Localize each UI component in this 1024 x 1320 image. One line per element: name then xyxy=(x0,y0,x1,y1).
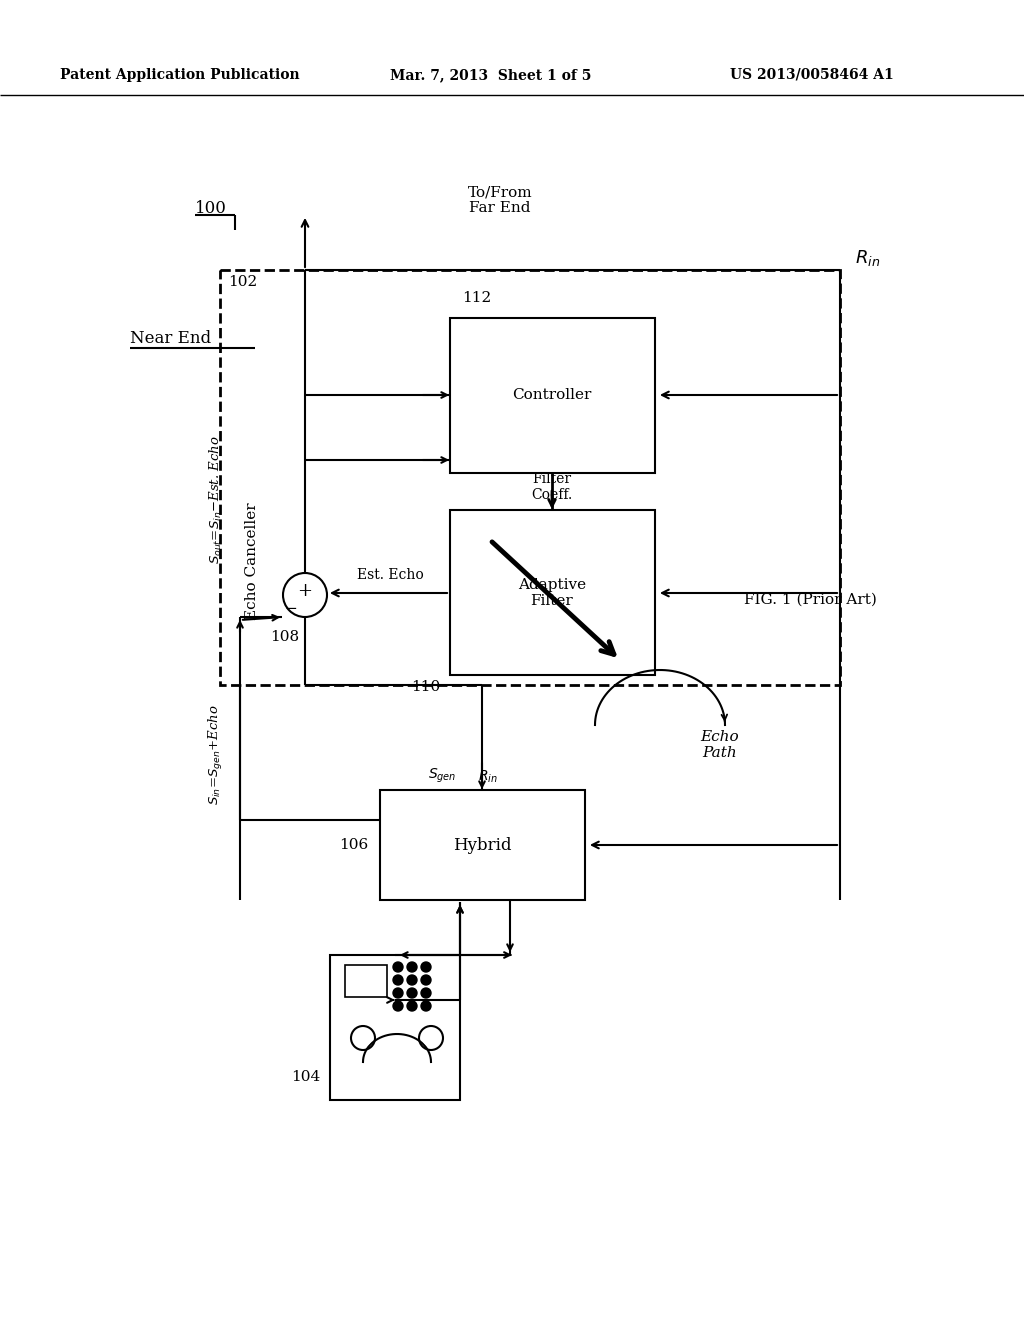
Text: 102: 102 xyxy=(228,275,257,289)
Bar xyxy=(220,271,840,685)
Bar xyxy=(450,510,655,675)
Text: 112: 112 xyxy=(462,290,492,305)
Text: −: − xyxy=(285,602,297,616)
Text: $R_{in}$: $R_{in}$ xyxy=(855,248,881,268)
Bar xyxy=(345,965,387,997)
Circle shape xyxy=(393,1001,403,1011)
Text: Est. Echo: Est. Echo xyxy=(356,568,423,582)
Text: $S_{gen}$: $S_{gen}$ xyxy=(428,767,457,785)
Circle shape xyxy=(407,1001,417,1011)
Text: Filter
Coeff.: Filter Coeff. xyxy=(531,471,572,502)
Circle shape xyxy=(421,962,431,972)
Text: US 2013/0058464 A1: US 2013/0058464 A1 xyxy=(730,69,894,82)
Text: FIG. 1 (Prior Art): FIG. 1 (Prior Art) xyxy=(743,593,877,607)
Text: Patent Application Publication: Patent Application Publication xyxy=(60,69,300,82)
Bar xyxy=(330,954,460,1100)
Circle shape xyxy=(407,962,417,972)
Circle shape xyxy=(423,1030,439,1045)
Circle shape xyxy=(393,962,403,972)
Circle shape xyxy=(393,975,403,985)
Text: Mar. 7, 2013  Sheet 1 of 5: Mar. 7, 2013 Sheet 1 of 5 xyxy=(390,69,592,82)
Text: Hybrid: Hybrid xyxy=(453,837,511,854)
Text: $S_{in}$=$S_{gen}$+Echo: $S_{in}$=$S_{gen}$+Echo xyxy=(207,705,225,805)
Text: 108: 108 xyxy=(270,630,299,644)
Bar xyxy=(380,789,585,900)
Circle shape xyxy=(355,1030,371,1045)
Text: $R_{in}$: $R_{in}$ xyxy=(478,768,498,785)
Text: Near End: Near End xyxy=(130,330,211,347)
Text: +: + xyxy=(298,582,312,601)
Circle shape xyxy=(407,975,417,985)
Text: Adaptive
Filter: Adaptive Filter xyxy=(518,578,586,609)
Circle shape xyxy=(393,987,403,998)
Text: 100: 100 xyxy=(195,201,227,216)
Text: 106: 106 xyxy=(339,838,368,851)
Text: Echo Canceller: Echo Canceller xyxy=(245,503,259,620)
Circle shape xyxy=(407,987,417,998)
Circle shape xyxy=(421,987,431,998)
Text: 104: 104 xyxy=(291,1071,319,1084)
Text: To/From
Far End: To/From Far End xyxy=(468,185,532,215)
Text: Echo
Path: Echo Path xyxy=(700,730,739,760)
Circle shape xyxy=(421,975,431,985)
Bar xyxy=(450,318,655,473)
Text: $S_{out}$=$S_{in}$−Est. Echo: $S_{out}$=$S_{in}$−Est. Echo xyxy=(208,436,224,565)
Text: Controller: Controller xyxy=(512,388,592,403)
Text: 110: 110 xyxy=(411,680,440,694)
Circle shape xyxy=(421,1001,431,1011)
